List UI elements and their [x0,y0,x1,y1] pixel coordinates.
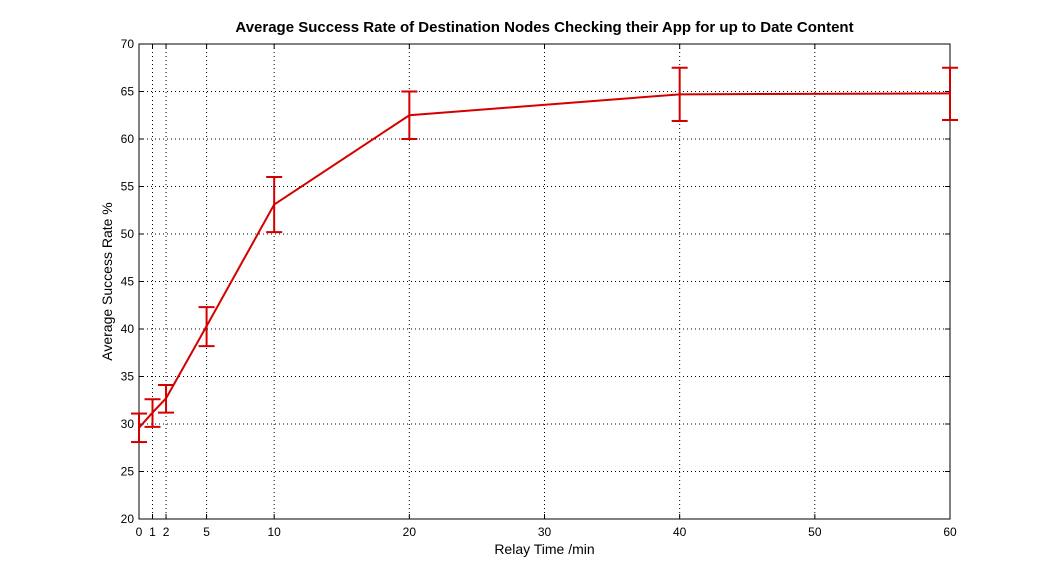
chart-title: Average Success Rate of Destination Node… [235,19,853,36]
data-point [679,93,681,95]
x-tick-label: 30 [538,525,552,539]
data-point [138,427,140,429]
plot-area-frame [138,43,951,520]
data-point [273,204,275,206]
x-tick-label: 50 [808,525,822,539]
data-point [206,325,208,327]
x-tick-label: 20 [403,525,417,539]
y-axis-label: Average Success Rate % [99,202,115,361]
data-point [408,114,410,116]
data-point [152,412,154,414]
y-tick-label: 70 [121,37,135,51]
x-tick-label: 0 [136,525,143,539]
x-tick-label: 40 [673,525,687,539]
y-tick-label: 25 [121,465,135,479]
y-tick-label: 55 [121,180,135,194]
x-tick-label: 2 [163,525,170,539]
x-tick-label: 60 [943,525,957,539]
x-axis-label: Relay Time /min [494,541,594,557]
y-tick-label: 50 [121,227,135,241]
y-tick-label: 40 [121,322,135,336]
y-tick-label: 45 [121,275,135,289]
data-point [165,397,167,399]
x-tick-label: 1 [149,525,156,539]
y-tick-label: 60 [121,132,135,146]
series-line [138,92,951,429]
y-tick-label: 20 [121,512,135,526]
grid-lines [139,44,950,519]
x-tick-label: 10 [267,525,281,539]
y-tick-label: 65 [121,85,135,99]
series-layer [131,66,958,444]
y-tick-label: 30 [121,417,135,431]
y-tick-label: 35 [121,370,135,384]
data-point [949,92,951,94]
x-tick-label: 5 [203,525,210,539]
